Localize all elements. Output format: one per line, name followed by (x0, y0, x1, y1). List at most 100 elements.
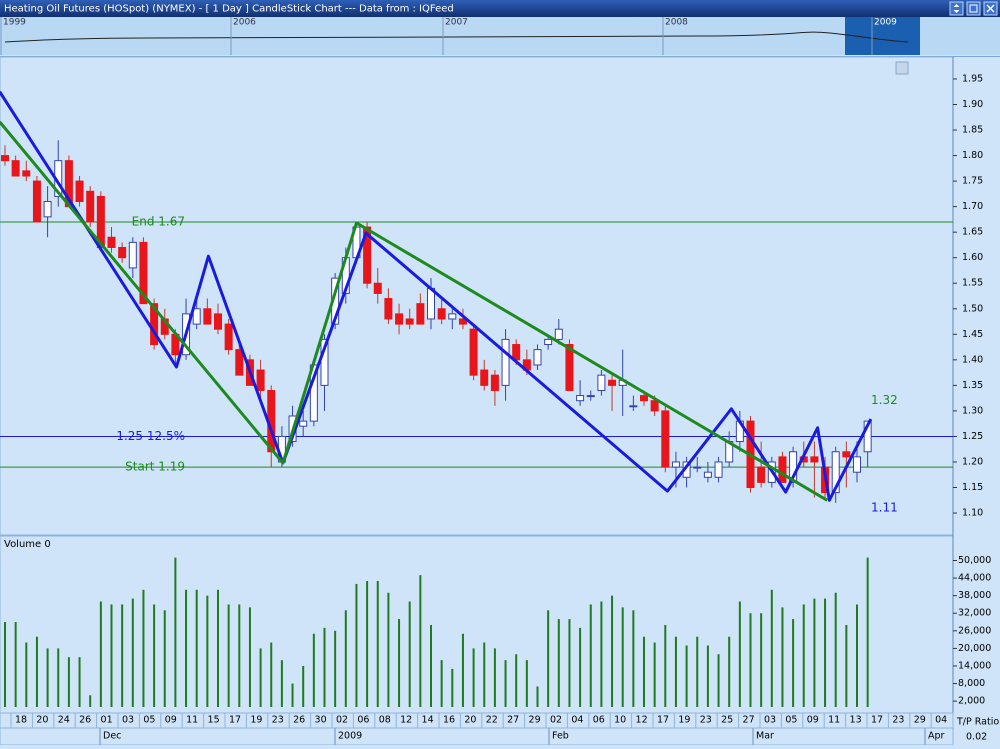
x-tick-label: 05 (785, 715, 797, 726)
volume-bar (536, 686, 539, 707)
overview-year: 2008 (665, 18, 688, 28)
y-tick-label: 38,000 (958, 590, 991, 601)
volume-bar (547, 610, 550, 707)
overview-year: 2009 (874, 18, 897, 28)
volume-title: Volume 0 (4, 539, 51, 550)
overview-year: 2006 (233, 18, 256, 28)
candle-body (139, 241, 148, 305)
y-tick-label: 1.30 (962, 405, 983, 416)
volume-bar (89, 695, 92, 707)
x-tick-label: 17 (657, 715, 669, 726)
x-tick-label: 23 (892, 715, 904, 726)
x-tick-label: 04 (571, 715, 583, 726)
candle-body (757, 466, 766, 483)
volume-bar (504, 660, 507, 707)
plot: End 1.67 1.25 12.5% Start 1.19 1.32 1.11 18 20… (0, 90, 953, 745)
volume-bar (153, 604, 156, 707)
volume-bar (717, 654, 720, 707)
candle-body (650, 400, 659, 412)
volume-bar (398, 619, 401, 707)
candle-body (395, 313, 404, 325)
button-restore[interactable] (949, 1, 964, 16)
volume-bar (472, 648, 475, 707)
volume-bar (749, 613, 752, 707)
volume-bar (611, 595, 614, 707)
level-label: Start 1.19 (125, 460, 185, 474)
volume-bar (653, 642, 656, 707)
y-tick-label: 44,000 (958, 573, 991, 584)
volume-bar (834, 592, 837, 707)
candle-body (192, 308, 201, 325)
volume-bar (568, 619, 571, 707)
candle-body (363, 226, 372, 284)
y-tick-label: 1.20 (962, 456, 983, 467)
candle-body (778, 456, 787, 483)
y-tick-label: 14,000 (958, 660, 991, 671)
ratio-label: T/P Ratio (956, 717, 999, 728)
zigzag-line (0, 120, 828, 502)
volume-bar (792, 619, 795, 707)
x-tick-label: 30 (315, 715, 327, 726)
volume-bar (451, 668, 454, 707)
x-tick-label: 06 (593, 715, 605, 726)
month-label: Feb (552, 731, 569, 742)
overview-year: 1999 (3, 18, 26, 28)
volume-bar (738, 601, 741, 707)
x-tick-label: 20 (36, 715, 48, 726)
volume-bar (110, 604, 113, 707)
volume-bar (25, 642, 28, 707)
window-buttons[interactable] (949, 1, 998, 16)
overview-year: 2007 (445, 18, 468, 28)
candle-body (299, 420, 308, 427)
x-tick-label: 12 (636, 715, 648, 726)
y-tick-label: 1.65 (962, 227, 983, 238)
y-tick-label: 1.10 (962, 508, 983, 519)
x-tick-label: 29 (529, 715, 541, 726)
x-tick-label: 04 (935, 715, 947, 726)
x-tick-label: 16 (443, 715, 455, 726)
title-bar (0, 0, 1000, 17)
candle-body (565, 344, 574, 391)
y-tick-label: 1.15 (962, 482, 983, 493)
candle-body (416, 303, 425, 325)
volume-bar (856, 604, 858, 707)
volume-bar (121, 604, 124, 707)
volume-bar (344, 610, 347, 707)
volume-bar (185, 589, 188, 707)
candle-body (842, 451, 851, 458)
volume-bar (131, 598, 134, 707)
level-label: End 1.67 (132, 214, 185, 228)
candle-body (703, 471, 712, 478)
candle-body (458, 318, 467, 325)
zigzag-line (0, 90, 873, 502)
x-tick-label: 09 (165, 715, 177, 726)
volume-bar (643, 636, 645, 707)
x-tick-label: 09 (807, 715, 819, 726)
x-tick-label: 06 (357, 715, 369, 726)
volume-bar (99, 601, 102, 707)
candle-body (32, 180, 41, 223)
volume-bar (387, 592, 390, 707)
volume-bar (781, 607, 784, 707)
volume-bar (195, 589, 198, 707)
volume-bar (440, 660, 443, 707)
panel-icon[interactable] (895, 61, 909, 75)
icon (969, 4, 978, 13)
volume-bar (227, 604, 230, 707)
volume-bar (334, 630, 337, 707)
x-tick-label: 17 (229, 715, 241, 726)
volume-bar (525, 660, 528, 707)
candle-body (831, 451, 840, 494)
volume-bar (419, 575, 422, 707)
annotation: 1.11 (871, 500, 898, 514)
candle-body (214, 313, 222, 330)
overview-strip[interactable] (0, 17, 1000, 55)
volume-bar (163, 610, 166, 707)
button-maximize[interactable] (966, 1, 981, 16)
volume-bar (67, 657, 70, 707)
volume-bar (376, 581, 379, 707)
candle-body (107, 236, 116, 248)
x-tick-label: 24 (58, 715, 70, 726)
candle-body (544, 338, 553, 346)
volume-bar (323, 627, 326, 707)
